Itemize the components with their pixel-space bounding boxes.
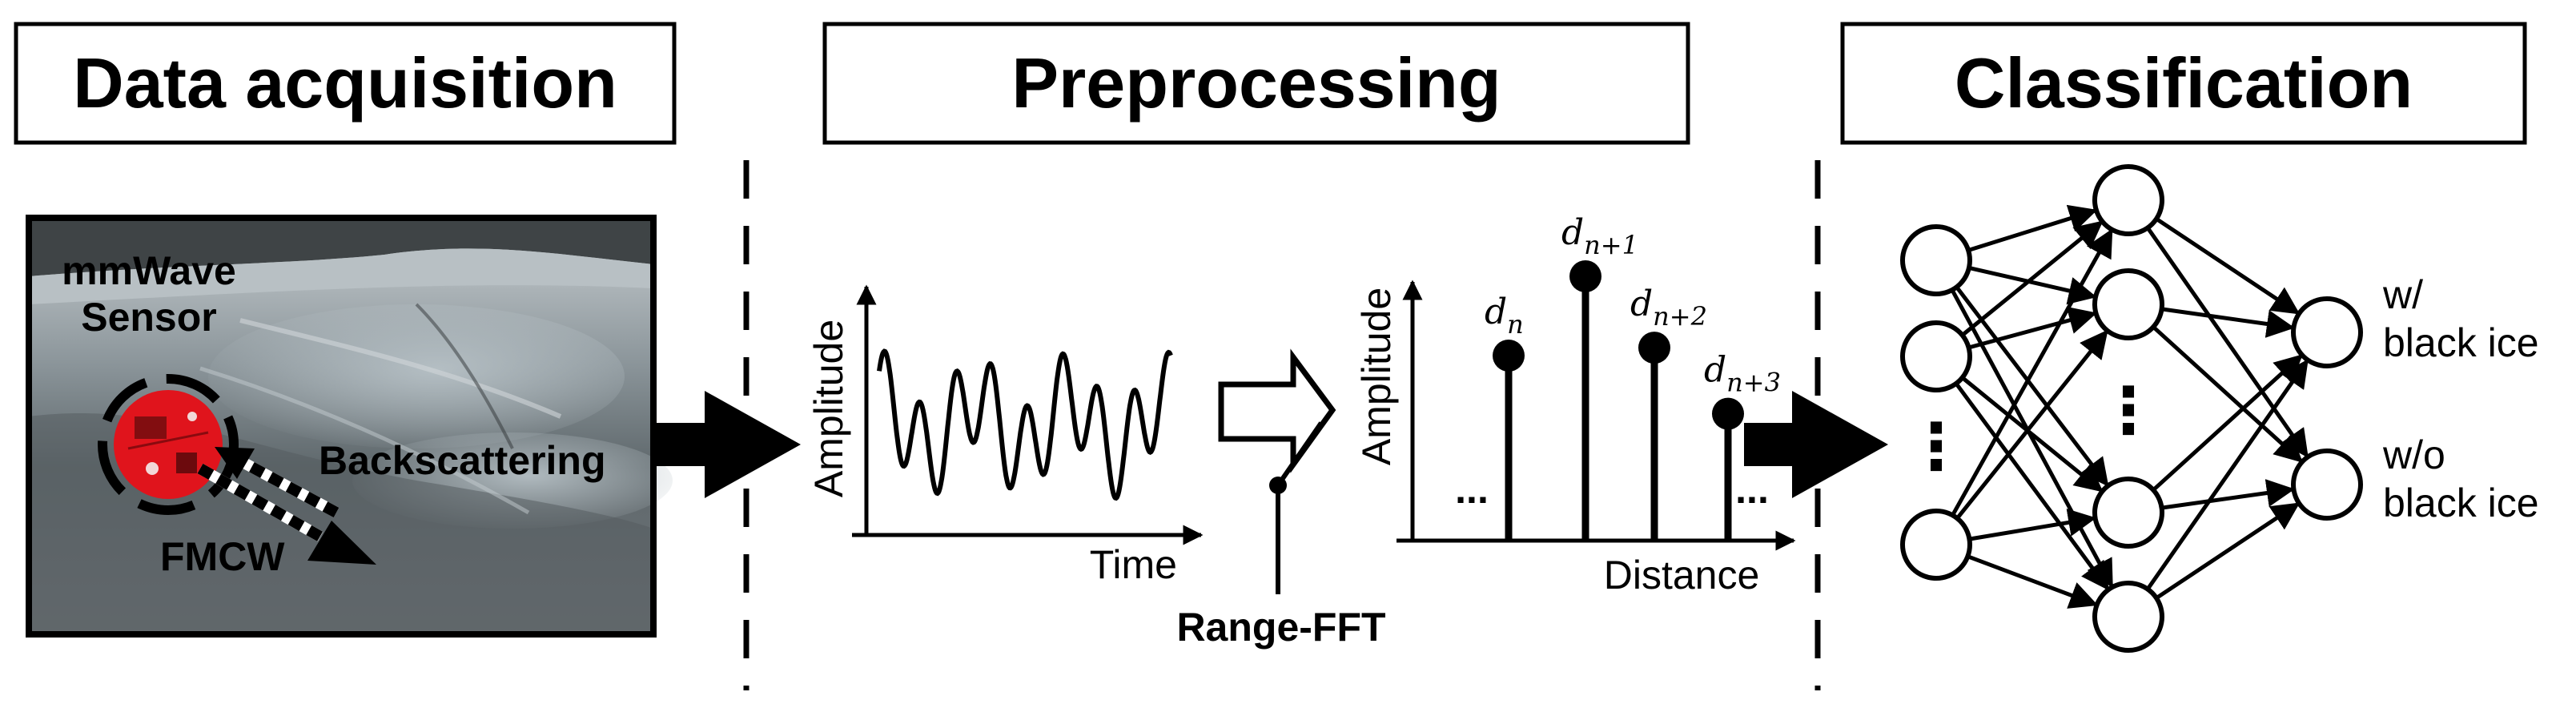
sensor-label-line1: mmWave bbox=[62, 248, 236, 293]
backscatter-arrow bbox=[215, 447, 340, 518]
range-stem-head bbox=[1493, 340, 1525, 372]
network-edge bbox=[1968, 509, 2097, 541]
network-edge bbox=[1961, 376, 2104, 493]
network-edge bbox=[2152, 354, 2303, 492]
stage-title-classification: Classification bbox=[1840, 22, 2527, 145]
fft-hollow-arrow bbox=[1218, 348, 1336, 473]
network-edge bbox=[1967, 554, 2099, 609]
network-edge bbox=[2152, 325, 2303, 463]
input-node bbox=[1900, 320, 1972, 392]
range-peak-label: dn bbox=[1485, 292, 1524, 340]
network-edge bbox=[2146, 226, 2309, 458]
flow-arrow-2 bbox=[1744, 391, 1888, 498]
network-edge bbox=[1951, 228, 2113, 517]
time-waveform bbox=[877, 348, 1173, 501]
network-edge bbox=[1954, 382, 2109, 591]
stage-title-classification-text: Classification bbox=[1955, 43, 2413, 123]
range-plot-ellipsis-right: ... bbox=[1735, 467, 1769, 512]
hidden-node bbox=[2092, 268, 2164, 340]
range-plot-ellipsis-left: ... bbox=[1455, 467, 1489, 512]
time-signal-plot: Amplitude Time bbox=[806, 284, 1204, 587]
network-edges bbox=[1950, 204, 2309, 609]
input-node bbox=[1900, 509, 1972, 581]
output-label-1-line2: black ice bbox=[2383, 320, 2539, 365]
network-edge bbox=[2155, 217, 2301, 315]
range-fft-label: Range-FFT bbox=[1176, 605, 1385, 650]
sensor-label-line2: Sensor bbox=[81, 295, 217, 340]
range-plot-xlabel: Distance bbox=[1604, 553, 1760, 597]
network-edge bbox=[1955, 329, 2108, 520]
range-stem-head bbox=[1638, 332, 1670, 364]
neural-network: ⋮ ⋮ w/ black ice w/o black ice bbox=[1900, 164, 2539, 653]
stage-title-acquisition-text: Data acquisition bbox=[73, 43, 617, 123]
output-label-1-line1: w/ bbox=[2382, 272, 2423, 317]
hidden-ellipsis: ⋮ bbox=[2096, 375, 2160, 446]
network-edge bbox=[2161, 307, 2295, 338]
network-edge bbox=[1950, 288, 2114, 589]
hidden-node bbox=[2092, 164, 2164, 236]
hidden-node bbox=[2092, 581, 2164, 653]
time-plot-xlabel: Time bbox=[1090, 542, 1177, 587]
range-stem-head bbox=[1712, 397, 1744, 430]
network-nodes bbox=[1900, 164, 2363, 653]
range-peak-label: dn+1 bbox=[1561, 212, 1638, 260]
network-edge bbox=[2155, 502, 2301, 600]
mmwave-sensor-icon bbox=[98, 374, 239, 515]
backscatter-label: Backscattering bbox=[319, 438, 606, 483]
time-plot-ylabel: Amplitude bbox=[806, 320, 851, 497]
fmcw-arrow bbox=[197, 463, 376, 565]
input-node bbox=[1900, 224, 1972, 296]
stage-title-preprocessing-text: Preprocessing bbox=[1011, 43, 1501, 123]
hidden-node bbox=[2092, 477, 2164, 549]
output-label-2-line1: w/o bbox=[2382, 432, 2445, 477]
range-plot-ylabel: Amplitude bbox=[1354, 288, 1399, 465]
range-profile-plot: Amplitude Distance ... ... dn dn+1 dn+2 dn+… bbox=[1354, 212, 1796, 597]
fmcw-label: FMCW bbox=[160, 534, 285, 579]
range-stem-head bbox=[1569, 260, 1601, 292]
flow-arrow-1 bbox=[657, 391, 801, 498]
network-edge bbox=[1961, 220, 2104, 337]
input-ellipsis: ⋮ bbox=[1904, 411, 1968, 482]
output-node bbox=[2291, 296, 2363, 368]
range-peak-label: dn+3 bbox=[1704, 350, 1781, 398]
output-label-2-line2: black ice bbox=[2383, 481, 2539, 525]
network-edge bbox=[1967, 306, 2097, 350]
network-edge bbox=[2161, 479, 2295, 510]
network-edge bbox=[1967, 204, 2098, 252]
network-edge bbox=[2146, 359, 2309, 591]
range-stems: dn dn+1 dn+2 dn+3 bbox=[1485, 212, 1781, 541]
stage-title-preprocessing: Preprocessing bbox=[822, 22, 1690, 145]
output-node bbox=[2291, 449, 2363, 521]
stage-title-acquisition: Data acquisition bbox=[14, 22, 677, 145]
network-edge bbox=[1968, 265, 2097, 305]
range-peak-label: dn+2 bbox=[1630, 284, 1707, 332]
range-fft-block: Range-FFT bbox=[1176, 348, 1386, 650]
